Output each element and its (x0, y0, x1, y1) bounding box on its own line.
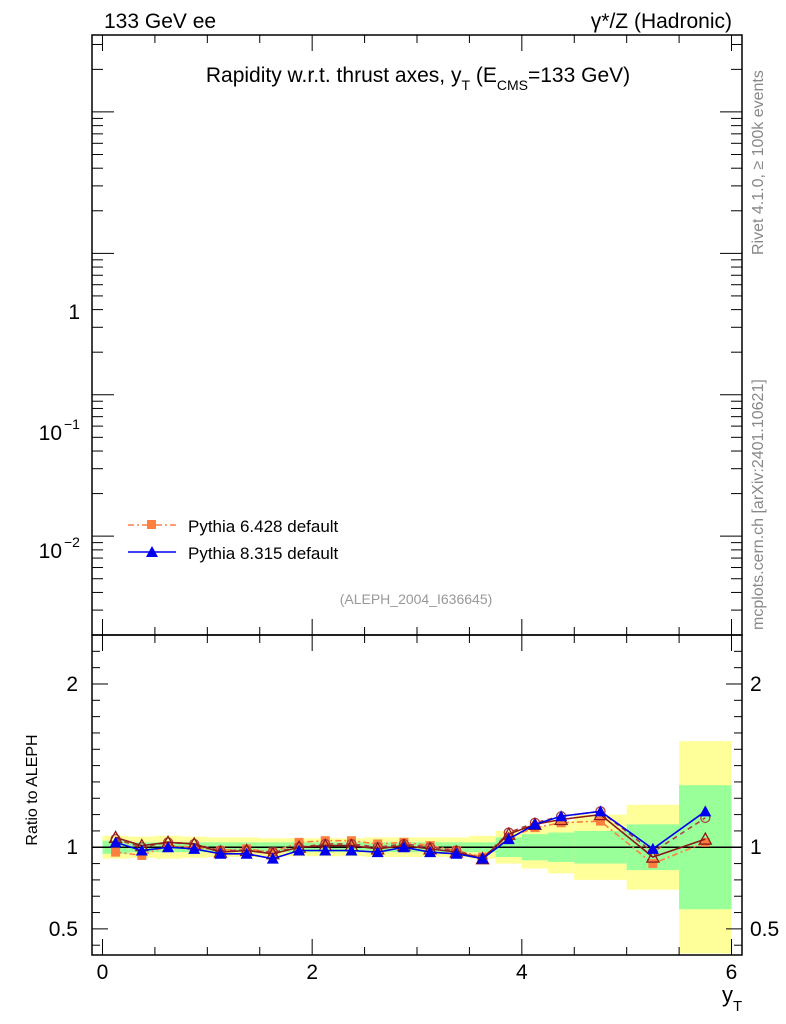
ratio-x-tick-label: 6 (726, 961, 738, 984)
main-y-axis-ticks (92, 43, 742, 636)
ratio-plot-frame (91, 634, 743, 956)
main-title-sub-cms: CMS (497, 77, 528, 93)
series-point-triangle (214, 847, 227, 859)
header-left-label: 133 GeV ee (104, 10, 216, 33)
legend-marker-pythia8 (146, 546, 158, 557)
legend-entry-pythia8: Pythia 8.315 default (128, 544, 339, 563)
series-point-triangle (476, 852, 489, 864)
series-point-open-triangle (645, 849, 660, 863)
series-point-triangle (555, 810, 568, 822)
series-point-triangle (240, 847, 253, 859)
main-y-tick-label-0p01-exp: −2 (64, 534, 80, 550)
ratio-x-tick-label: 2 (306, 961, 318, 984)
legend-label-pythia8: Pythia 8.315 default (188, 544, 339, 563)
series-point-square (111, 847, 121, 857)
ratio-x-axis-label: yT (722, 982, 742, 1015)
series-point-triangle (450, 847, 463, 859)
series-point-triangle (345, 844, 358, 856)
series-point-triangle (699, 805, 712, 817)
main-title-sub-t: T (461, 77, 470, 93)
main-title-close: =133 GeV) (528, 64, 630, 87)
main-title: Rapidity w.r.t. thrust axes, yT (ECMS=13… (206, 64, 630, 93)
series-point-triangle (266, 852, 279, 864)
series-point-triangle (646, 842, 659, 854)
series-point-triangle (135, 844, 148, 856)
ratio-x-tick-label: 4 (516, 961, 528, 984)
legend: Pythia 6.428 default Pythia 8.315 defaul… (128, 517, 339, 563)
main-y-tick-label-0p1-exp: −1 (64, 416, 80, 432)
series-point-triangle (371, 846, 384, 858)
series-point-triangle (188, 842, 201, 854)
analysis-annotation: (ALEPH_2004_I636645) (340, 591, 493, 607)
main-panel: Rapidity w.r.t. thrust axes, yT (ECMS=13… (39, 34, 743, 636)
series-point-square (268, 847, 278, 857)
ratio-y-tick-label-right: 2 (750, 673, 762, 696)
ratio-panel: 0 2 4 6 0.5 0.5 1 1 2 2 Ratio to ALEPH yT (24, 35, 779, 1015)
ratio-y-tick-label-left: 0.5 (49, 918, 78, 941)
source-label: mcplots.cern.ch [arXiv:2401.10621] (750, 379, 767, 630)
main-title-text: Rapidity w.r.t. thrust axes, y (206, 64, 462, 87)
main-title-open: (E (470, 64, 497, 87)
series-point-triangle (162, 841, 175, 853)
legend-marker-pythia6 (147, 520, 156, 529)
series-point-square (425, 841, 435, 851)
main-y-tick-label-0p01: 10 (39, 540, 62, 563)
main-y-tick-label-0p1: 10 (39, 422, 62, 445)
ratio-series-group (108, 805, 713, 869)
series-point-square (648, 859, 658, 869)
ratio-x-tick-label: 0 (97, 961, 109, 984)
ratio-y-tick-label-right: 1 (750, 836, 762, 859)
series-point-triangle (397, 841, 410, 853)
ratio-y-tick-label-left: 1 (66, 836, 78, 859)
ratio-axis-ticks: 0 2 4 6 0.5 0.5 1 1 2 2 (49, 35, 779, 984)
series-point-triangle (502, 833, 515, 845)
ratio-y-tick-label-right: 0.5 (750, 918, 779, 941)
series-point-triangle (293, 844, 306, 856)
series-point-square (595, 816, 605, 826)
legend-entry-pythia6: Pythia 6.428 default (128, 517, 339, 536)
series-point-triangle (528, 818, 541, 830)
series-point-triangle (109, 836, 122, 848)
series-point-triangle (319, 844, 332, 856)
series-point-square (700, 837, 710, 847)
header-right-label: γ*/Z (Hadronic) (591, 10, 732, 33)
ratio-y-tick-label-left: 2 (66, 673, 78, 696)
legend-label-pythia6: Pythia 6.428 default (188, 517, 339, 536)
ratio-y-axis-label: Ratio to ALEPH (24, 734, 41, 845)
series-point-square (556, 818, 566, 828)
main-y-tick-label-1: 1 (68, 301, 80, 324)
series-point-open-triangle (698, 831, 713, 845)
series-point-triangle (594, 805, 607, 817)
series-point-triangle (424, 846, 437, 858)
rivet-version-label: Rivet 4.1.0, ≥ 100k events (750, 70, 767, 255)
